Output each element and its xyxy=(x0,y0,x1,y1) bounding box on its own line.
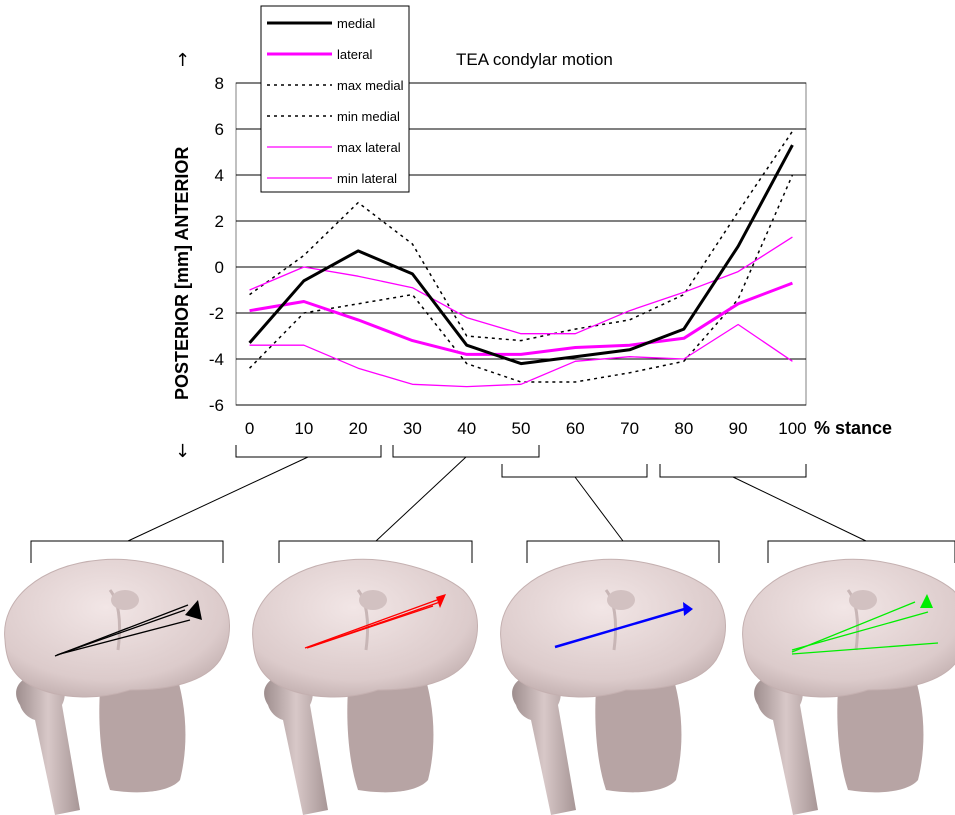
series-line-medial xyxy=(248,144,794,366)
panel-bracket-2 xyxy=(278,540,473,563)
x-tick-label: 90 xyxy=(729,419,748,438)
y-axis-arrow-down: ↓ xyxy=(175,441,190,462)
x-tick-label: 70 xyxy=(620,419,639,438)
legend-label: max lateral xyxy=(337,140,401,155)
x-tick-label: 20 xyxy=(349,419,368,438)
series-layer xyxy=(248,130,794,388)
bracket-0-25 xyxy=(235,445,382,458)
y-tick-label: -4 xyxy=(209,350,224,369)
bracket-75-100 xyxy=(659,464,807,478)
tea-line xyxy=(791,611,929,651)
tea-arrowhead xyxy=(920,594,933,608)
series-line-lateral xyxy=(249,281,793,356)
connector-1 xyxy=(127,456,309,542)
panel-1 xyxy=(3,557,232,815)
tea-line xyxy=(791,642,939,655)
legend-label: min medial xyxy=(337,109,400,124)
tibia-image-1 xyxy=(3,557,232,815)
tea-arrowhead xyxy=(185,600,202,620)
y-tick-label: -6 xyxy=(209,396,224,415)
tea-line xyxy=(309,601,441,648)
connector-3 xyxy=(574,476,624,542)
legend: medial lateral max medial min medial max lat… xyxy=(260,5,410,193)
connector-4 xyxy=(732,476,867,542)
y-tick-label: 8 xyxy=(215,74,224,93)
tea-line xyxy=(56,609,186,656)
series-line-max-medial xyxy=(249,130,794,342)
tea-line xyxy=(304,599,438,649)
tibia-image-3 xyxy=(499,557,728,815)
x-tick-label: 80 xyxy=(674,419,693,438)
y-tick-label: 6 xyxy=(215,120,224,139)
tibia-image-4 xyxy=(741,557,955,815)
tea-arrowhead xyxy=(683,602,693,616)
x-ticks: 0 10 20 30 40 50 60 70 80 90 100 xyxy=(245,419,807,438)
x-tick-label: 100 xyxy=(778,419,806,438)
legend-label: lateral xyxy=(337,47,373,62)
x-tick-label: 50 xyxy=(512,419,531,438)
bracket-25-55 xyxy=(392,445,540,458)
tea-arrows-2 xyxy=(304,594,446,649)
panel-2 xyxy=(251,557,480,815)
tea-line xyxy=(59,619,191,655)
legend-label: medial xyxy=(337,16,375,31)
legend-label: min lateral xyxy=(337,171,397,186)
y-tick-label: 2 xyxy=(215,212,224,231)
panel-bracket-1 xyxy=(30,540,224,563)
tea-arrows-3 xyxy=(554,602,693,649)
chart-title: TEA condylar motion xyxy=(456,50,613,69)
panel-bracket-4 xyxy=(767,540,955,563)
y-tick-label: 0 xyxy=(215,258,224,277)
y-tick-label: 4 xyxy=(215,166,224,185)
series-line-max-lateral xyxy=(249,236,793,335)
tea-arrowhead xyxy=(436,594,446,608)
y-tick-label: -2 xyxy=(209,304,224,323)
panel-bracket-3 xyxy=(526,540,720,563)
x-tick-label: 0 xyxy=(245,419,254,438)
plot-area xyxy=(235,82,807,406)
x-tick-label: 40 xyxy=(457,419,476,438)
x-axis-label: % stance xyxy=(814,418,892,438)
y-axis-label: POSTERIOR [mm] ANTERIOR xyxy=(172,147,192,400)
tea-arrows-1 xyxy=(54,600,202,657)
bracket-50-75 xyxy=(501,464,648,478)
panel-4 xyxy=(741,557,955,815)
series-line-min-lateral xyxy=(249,323,793,388)
phase-brackets xyxy=(30,445,955,563)
panel-3 xyxy=(499,557,728,815)
legend-box xyxy=(260,5,410,193)
y-axis-arrow-up: ↑ xyxy=(175,50,190,71)
legend-label: max medial xyxy=(337,78,404,93)
tea-line xyxy=(554,606,689,649)
tea-arrows-4 xyxy=(791,594,939,655)
series-line-min-medial xyxy=(249,174,794,383)
x-tick-label: 60 xyxy=(566,419,585,438)
x-tick-label: 30 xyxy=(403,419,422,438)
connector-2 xyxy=(375,456,467,542)
x-tick-label: 10 xyxy=(294,419,313,438)
y-ticks: -6 -4 -2 0 2 4 6 8 xyxy=(209,74,224,415)
